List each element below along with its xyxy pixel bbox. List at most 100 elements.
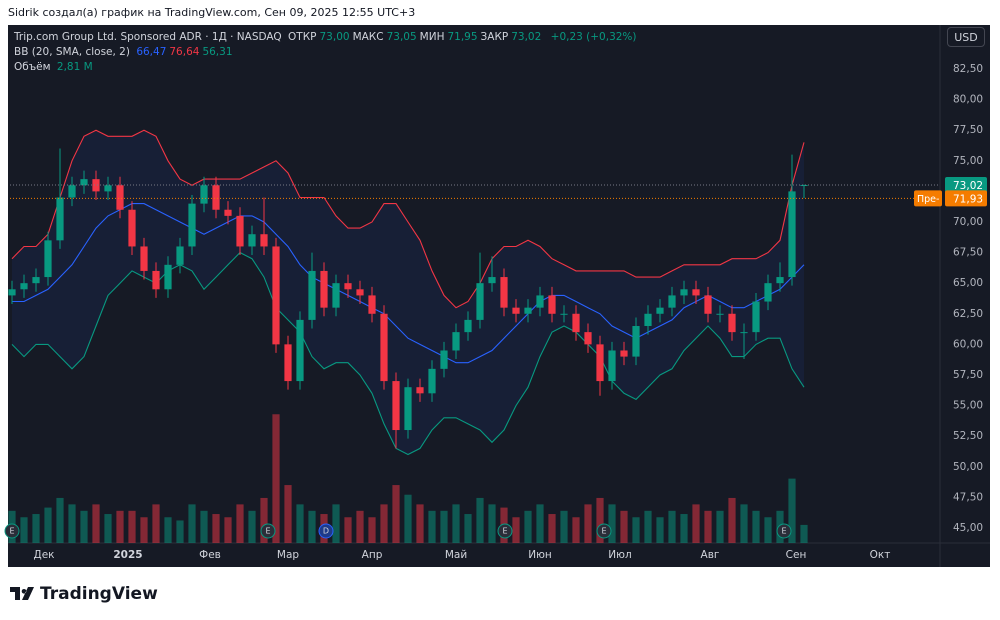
currency-button[interactable]: USD — [947, 27, 985, 47]
volume-bar — [596, 497, 604, 543]
candle-body — [116, 185, 124, 210]
candle-body — [500, 277, 508, 308]
premarket-tag-box — [914, 190, 942, 207]
candle-body — [560, 313, 568, 315]
y-tick-label: 50,00 — [953, 461, 983, 473]
bb-upper-line — [11, 129, 805, 309]
earnings-marker[interactable]: E — [260, 523, 276, 539]
candle-body — [404, 387, 412, 431]
volume-bar — [416, 504, 424, 543]
svg-text:E: E — [502, 527, 507, 536]
y-tick-label: 82,50 — [953, 63, 983, 75]
volume-bar — [716, 510, 724, 543]
y-tick-label: 65,00 — [953, 277, 983, 289]
earnings-marker[interactable]: E — [4, 523, 20, 539]
volume-bar — [380, 504, 388, 543]
volume-bar — [452, 504, 460, 543]
volume-bar — [428, 510, 436, 543]
candle-body — [248, 234, 256, 247]
volume-bar — [560, 510, 568, 543]
volume-bar — [164, 517, 172, 543]
volume-bar — [176, 520, 184, 543]
candle-body — [416, 387, 424, 394]
volume — [8, 414, 808, 543]
legend-bb: BB (20, SMA, close, 2) 66,47 76,64 56,31 — [14, 45, 239, 59]
volume-bar — [188, 504, 196, 543]
volume-bar — [464, 514, 472, 543]
candle-body — [368, 295, 376, 314]
candle-body — [80, 179, 88, 186]
candle-body — [20, 283, 28, 290]
candle-body — [212, 185, 220, 210]
volume-bar — [20, 517, 28, 543]
y-tick-label: 62,50 — [953, 308, 983, 320]
candle-body — [740, 332, 748, 334]
y-tick-label: 60,00 — [953, 338, 983, 350]
candle-body — [92, 179, 100, 192]
volume-bar — [212, 514, 220, 543]
candle-body — [164, 264, 172, 290]
candle-body — [428, 368, 436, 394]
x-tick-label: Июл — [608, 549, 631, 561]
candle-body — [668, 295, 676, 308]
volume-bar — [32, 514, 40, 543]
volume-bar — [740, 504, 748, 543]
volume-bar — [128, 510, 136, 543]
legend-main: Trip.com Group Ltd. Sponsored ADR · 1Д ·… — [14, 30, 640, 44]
volume-bar — [152, 504, 160, 543]
volume-bar — [368, 517, 376, 543]
candle-body — [332, 283, 340, 308]
volume-bar — [524, 510, 532, 543]
y-tick-label: 80,00 — [953, 94, 983, 106]
dividend-marker[interactable]: D — [318, 523, 334, 539]
y-tick-label: 67,50 — [953, 247, 983, 259]
volume-bar — [104, 514, 112, 543]
bb-name: BB (20, SMA, close, 2) — [14, 46, 130, 58]
volume-bar — [44, 507, 52, 543]
y-tick-label: 45,00 — [953, 522, 983, 534]
volume-bar — [488, 504, 496, 543]
x-tick-label: Апр — [362, 549, 383, 561]
volume-bar — [68, 504, 76, 543]
x-tick-label: 2025 — [113, 549, 142, 561]
candle-body — [620, 350, 628, 357]
volume-bar — [248, 510, 256, 543]
earnings-marker[interactable]: E — [497, 523, 513, 539]
volume-bar — [764, 517, 772, 543]
candle-body — [344, 283, 352, 290]
footer-logo: TradingView — [10, 584, 158, 604]
volume-bar — [620, 510, 628, 543]
svg-text:E: E — [601, 527, 606, 536]
x-tick-label: Авг — [701, 549, 720, 561]
field-value: 73,00 — [319, 31, 350, 43]
x-tick-label: Май — [445, 549, 467, 561]
earnings-marker[interactable]: E — [776, 523, 792, 539]
volume-bar — [632, 517, 640, 543]
volume-bar — [356, 510, 364, 543]
candle-body — [224, 209, 232, 216]
candle-body — [452, 332, 460, 351]
premarket-label: 71,93 — [953, 193, 983, 205]
x-tick-label: Окт — [870, 549, 891, 561]
volume-name: Объём — [14, 61, 51, 73]
volume-bar — [224, 517, 232, 543]
candle-body — [752, 301, 760, 333]
symbol: Trip.com Group Ltd. Sponsored ADR · 1Д ·… — [14, 31, 282, 43]
candle-body — [440, 350, 448, 369]
candle-body — [692, 289, 700, 296]
footer-brand: TradingView — [40, 584, 158, 604]
volume-bar — [308, 510, 316, 543]
candles — [8, 148, 808, 449]
earnings-marker[interactable]: E — [596, 523, 612, 539]
candle-body — [152, 270, 160, 290]
logo-mark — [10, 587, 34, 600]
volume-bar — [656, 517, 664, 543]
candle-body — [56, 197, 64, 241]
volume-bar — [680, 514, 688, 543]
volume-bar — [584, 504, 592, 543]
candle-body — [716, 313, 724, 315]
candle-body — [476, 283, 484, 320]
last-price-box — [945, 177, 987, 194]
